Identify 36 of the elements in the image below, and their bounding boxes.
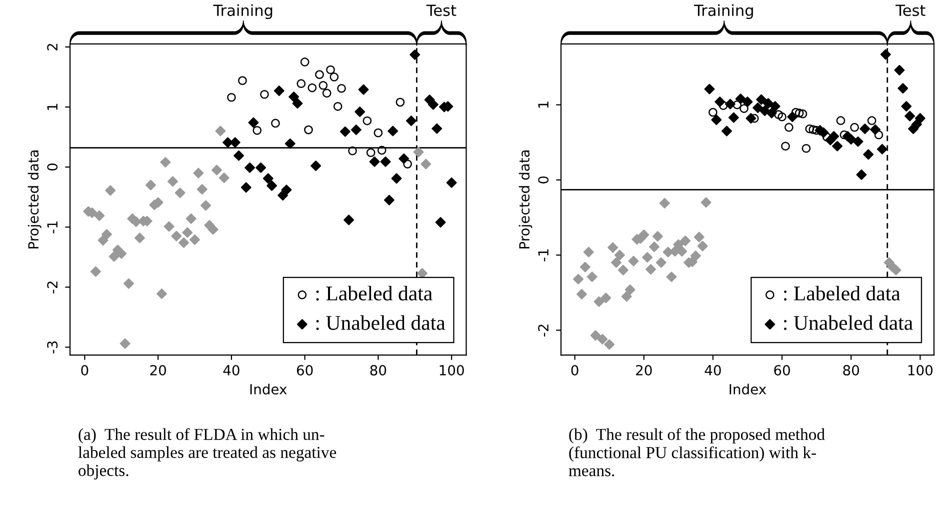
text: (b) The result of the proposed method (functional PU classification) with k- means. — [568, 428, 825, 476]
y-axis-title: Projected data — [28, 150, 42, 248]
text: Training — [694, 4, 753, 20]
y-axis-title: Projected data — [518, 150, 532, 248]
text: (a) The result of FLDA in which un- labeled samples are treated as negative objects. — [78, 428, 336, 480]
x-tick-label: 40 — [704, 364, 721, 376]
x-tick-label: 100 — [440, 364, 464, 376]
x-tick-label: 0 — [571, 364, 578, 376]
legend-label: : Unabeled data — [316, 315, 446, 330]
y-tick-label: -1 — [538, 249, 548, 262]
y-tick-label: 1 — [47, 104, 58, 110]
x-tick-label: 80 — [370, 364, 386, 376]
y-tick-label: 1 — [538, 102, 548, 108]
legend-label: : Labeled data — [784, 286, 900, 301]
x-tick-label: 0 — [81, 364, 88, 376]
x-tick-label: 40 — [223, 364, 240, 376]
y-tick-label: -3 — [47, 341, 58, 354]
y-tick-label: -2 — [47, 282, 58, 294]
text: Test — [426, 4, 456, 16]
y-tick-label: -2 — [538, 324, 548, 336]
y-tick-label: 0 — [538, 176, 549, 184]
x-tick-label: 20 — [150, 364, 166, 376]
y-tick-label: -1 — [47, 221, 58, 234]
x-axis-title: Index — [250, 384, 287, 394]
text: Training — [213, 4, 272, 20]
y-tick-label: 0 — [47, 164, 58, 171]
x-tick-label: 80 — [843, 364, 860, 376]
legend-label: : Labeled data — [316, 286, 432, 301]
x-axis-title: Index — [730, 384, 766, 394]
x-tick-label: 60 — [774, 364, 790, 376]
y-tick-label: 2 — [47, 44, 58, 50]
x-tick-label: 60 — [296, 364, 313, 376]
x-tick-label: 20 — [636, 364, 652, 376]
text: Test — [896, 4, 926, 16]
x-tick-label: 100 — [908, 364, 932, 376]
legend-label: : Unabeled data — [784, 315, 913, 330]
